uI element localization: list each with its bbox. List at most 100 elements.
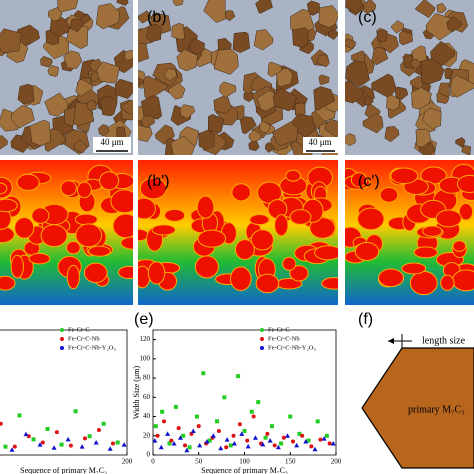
x-axis-label: Sequence of primary M₇C₃ <box>201 466 288 474</box>
point <box>204 439 210 444</box>
point <box>152 438 158 443</box>
carbide <box>63 50 83 69</box>
point <box>68 443 73 448</box>
y-tick-label: 80 <box>143 374 151 382</box>
carbide <box>318 74 330 85</box>
peak <box>401 262 427 275</box>
peak <box>274 214 289 237</box>
point <box>269 424 274 429</box>
point <box>224 445 229 450</box>
carbide <box>292 27 309 48</box>
peak <box>196 195 215 219</box>
carbide <box>239 116 257 135</box>
point <box>153 424 158 429</box>
carbide <box>141 115 156 129</box>
point <box>160 409 165 414</box>
peak <box>138 197 156 220</box>
point <box>297 431 302 436</box>
peak <box>289 209 312 225</box>
carbide <box>306 0 321 16</box>
carbide <box>11 105 35 129</box>
peak <box>452 240 467 252</box>
point <box>239 431 245 436</box>
carbide <box>415 128 432 148</box>
carbide <box>410 75 424 90</box>
point <box>306 438 311 443</box>
carbide <box>318 5 338 28</box>
peak <box>309 217 336 239</box>
carbide <box>0 134 8 150</box>
micrograph <box>345 0 474 155</box>
point <box>303 439 309 444</box>
peak <box>435 209 462 228</box>
carbide <box>73 139 88 154</box>
carbide <box>176 48 198 72</box>
x-axis-label: Sequence of primary M₇C₃ <box>20 466 107 474</box>
x-tick-label: 200 <box>331 458 342 466</box>
carbide <box>138 10 152 24</box>
peak <box>458 202 474 221</box>
peak <box>138 265 151 289</box>
peak <box>231 183 252 202</box>
carbide <box>100 95 118 117</box>
carbide <box>172 0 184 7</box>
peak <box>75 223 103 248</box>
carbide <box>116 0 129 6</box>
point <box>187 445 192 450</box>
carbide <box>17 83 35 105</box>
point <box>176 426 181 431</box>
point <box>312 446 318 452</box>
carbide <box>345 0 363 13</box>
point <box>290 439 295 444</box>
peak <box>321 277 338 290</box>
x-tick-label: 50 <box>195 458 203 466</box>
panel-label: (b') <box>147 173 170 190</box>
point <box>216 428 221 433</box>
carbide <box>219 81 237 98</box>
peak <box>66 240 81 255</box>
point <box>249 409 254 414</box>
point <box>272 443 277 448</box>
arrow-head <box>388 338 394 344</box>
carbide <box>121 99 133 115</box>
point <box>0 421 3 426</box>
plot-frame <box>0 329 128 456</box>
point <box>245 438 250 443</box>
peak <box>0 182 8 195</box>
carbide <box>327 28 338 40</box>
x-tick-label: 150 <box>285 458 296 466</box>
point <box>252 435 258 440</box>
peak <box>120 236 133 250</box>
legend-marker <box>260 337 264 341</box>
peak <box>40 224 68 248</box>
peak <box>117 265 133 280</box>
carbide <box>324 119 338 139</box>
point <box>87 434 92 439</box>
peak <box>422 225 443 237</box>
peak <box>409 270 438 296</box>
point <box>327 441 332 446</box>
carbide <box>75 78 94 97</box>
point <box>171 440 177 446</box>
point <box>260 441 266 447</box>
carbide <box>422 107 442 130</box>
carbide <box>253 29 274 51</box>
y-tick-label: 0 <box>147 451 151 459</box>
carbide <box>213 48 239 75</box>
peak <box>234 239 255 261</box>
point <box>256 400 261 405</box>
carbide <box>96 61 120 84</box>
carbide <box>256 90 278 112</box>
peak <box>354 241 380 261</box>
point <box>263 435 268 440</box>
carbide <box>455 137 466 148</box>
peak <box>194 255 219 279</box>
point <box>265 431 270 436</box>
carbide <box>86 100 97 111</box>
carbide <box>371 46 389 66</box>
carbide <box>461 145 472 155</box>
carbide <box>415 0 436 19</box>
peak <box>76 181 92 199</box>
carbide <box>98 124 110 137</box>
